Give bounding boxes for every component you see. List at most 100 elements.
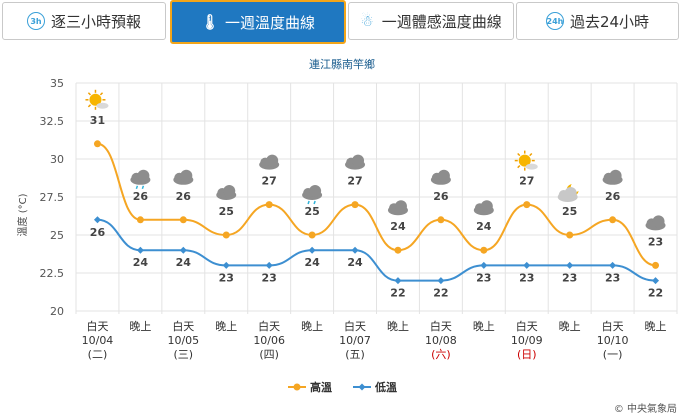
x-tick-period: 白天 [344, 319, 366, 333]
data-point-low[interactable] [136, 246, 144, 254]
x-tick-date: 10/04 [82, 334, 114, 347]
cloudy-icon [259, 154, 280, 170]
x-tick-weekday: (三) [174, 348, 194, 361]
x-tick-weekday: (日) [517, 348, 537, 361]
sunny-cloud-icon [85, 89, 109, 110]
data-label-low: 24 [304, 256, 320, 269]
x-tick-weekday: (六) [431, 348, 451, 361]
x-tick-period: 晚上 [387, 320, 409, 333]
data-label-high: 24 [476, 220, 492, 233]
data-point-high[interactable] [351, 201, 359, 209]
data-label-high: 31 [90, 114, 105, 127]
x-tick-period: 白天 [430, 319, 452, 333]
x-tick-date: 10/10 [597, 334, 629, 347]
x-tick-weekday: (一) [603, 348, 623, 361]
data-point-high[interactable] [609, 216, 617, 224]
tab-label: 過去24小時 [569, 12, 650, 31]
x-tick-period: 白天 [258, 319, 280, 333]
tab-3hour-forecast[interactable]: 3h 逐三小時預報 [2, 2, 166, 40]
data-label-low: 23 [562, 271, 577, 284]
data-label-high: 27 [347, 175, 362, 188]
x-tick-date: 10/05 [167, 334, 199, 347]
data-label-high: 23 [648, 235, 663, 248]
cloudy-icon [173, 169, 194, 185]
data-label-low: 24 [133, 256, 149, 269]
data-label-high: 26 [133, 190, 149, 203]
data-point-high[interactable] [394, 246, 402, 254]
legend-item-high[interactable]: 高溫 [288, 380, 332, 394]
data-point-low[interactable] [179, 246, 187, 254]
series-low: 26 24 24 23 23 24 24 22 22 23 23 23 23 22 [90, 216, 663, 300]
data-point-low[interactable] [437, 277, 445, 285]
data-point-high[interactable] [179, 216, 187, 224]
tab-past-24-hours[interactable]: 24h 過去24小時 [516, 2, 679, 40]
legend: 高溫 低溫 [288, 380, 397, 394]
data-point-low[interactable] [93, 216, 101, 224]
x-tick-period: 晚上 [129, 320, 151, 333]
x-tick-period: 白天 [172, 319, 194, 333]
data-point-high[interactable] [480, 246, 488, 254]
data-point-low[interactable] [222, 261, 230, 269]
x-tick-period: 晚上 [473, 320, 495, 333]
data-label-low: 23 [262, 271, 277, 284]
credit-text: © 中央氣象局 [613, 404, 677, 415]
24h-icon: 24h [545, 12, 564, 30]
tab-weekly-apparent-temperature[interactable]: ☃ 一週體感溫度曲線 [348, 2, 514, 40]
data-point-low[interactable] [265, 261, 273, 269]
x-tick-date: 10/07 [339, 334, 371, 347]
data-point-low[interactable] [351, 246, 359, 254]
data-point-low[interactable] [480, 261, 488, 269]
sunny-cloud-icon [514, 150, 538, 171]
y-tick-label: 30 [50, 153, 64, 166]
data-point-low[interactable] [394, 277, 402, 285]
x-tick-period: 白天 [602, 319, 624, 333]
x-tick-period: 晚上 [215, 320, 237, 333]
data-label-high: 27 [262, 175, 277, 188]
data-label-high: 25 [219, 205, 234, 218]
x-tick-date: 10/09 [511, 334, 543, 347]
data-point-low[interactable] [609, 261, 617, 269]
data-label-high: 26 [605, 190, 621, 203]
y-tick-label: 32.5 [40, 115, 65, 128]
data-point-high[interactable] [93, 140, 101, 148]
data-point-low[interactable] [523, 261, 531, 269]
cloudy-icon [645, 215, 666, 231]
tab-label: 一週體感溫度曲線 [381, 12, 502, 31]
y-tick-label: 27.5 [40, 191, 65, 204]
data-point-high[interactable] [265, 201, 273, 209]
tab-weekly-temperature[interactable]: 🌡 一週溫度曲線 [170, 0, 346, 44]
data-label-low: 24 [347, 256, 363, 269]
x-tick-weekday: (二) [88, 348, 108, 361]
rain-cloud-icon [302, 185, 323, 205]
legend-item-low[interactable]: 低溫 [353, 380, 397, 394]
data-point-low[interactable] [308, 246, 316, 254]
data-point-low[interactable] [566, 261, 574, 269]
3h-icon: 3h [26, 12, 45, 30]
data-label-low: 23 [605, 271, 620, 284]
data-point-high[interactable] [136, 216, 144, 224]
y-tick-label: 20 [50, 305, 64, 318]
data-point-high[interactable] [222, 231, 230, 239]
data-point-high[interactable] [652, 261, 660, 269]
legend-label-low: 低溫 [374, 380, 397, 394]
data-point-high[interactable] [308, 231, 316, 239]
y-tick-label: 22.5 [40, 267, 65, 280]
x-tick-date: 10/08 [425, 334, 457, 347]
cloudy-icon [345, 154, 366, 170]
tab-label: 一週溫度曲線 [224, 13, 315, 32]
data-point-low[interactable] [652, 277, 660, 285]
data-label-low: 23 [476, 271, 491, 284]
x-tick-period: 晚上 [301, 320, 323, 333]
x-tick-weekday: (四) [259, 348, 279, 361]
x-tick-period: 晚上 [559, 320, 581, 333]
data-point-high[interactable] [523, 201, 531, 209]
x-tick-weekday: (五) [345, 348, 365, 361]
cloudy-icon [387, 200, 408, 216]
data-point-high[interactable] [437, 216, 445, 224]
data-point-high[interactable] [566, 231, 574, 239]
person-icon: ☃ [360, 12, 374, 30]
y-tick-label: 35 [50, 77, 64, 90]
data-label-low: 22 [433, 287, 448, 300]
data-label-low: 23 [219, 271, 234, 284]
